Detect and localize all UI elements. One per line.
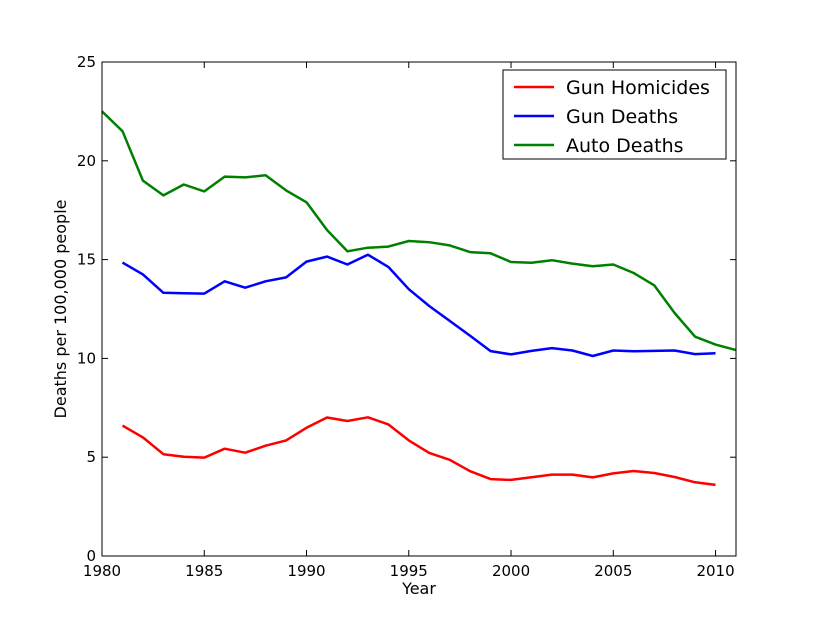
- x-tick-label: 2010: [696, 562, 734, 580]
- y-tick-label: 20: [77, 152, 96, 170]
- y-tick-label: 0: [86, 547, 96, 565]
- legend-label-gun-homicides: Gun Homicides: [566, 77, 710, 99]
- y-axis-label: Deaths per 100,000 people: [51, 200, 70, 419]
- x-tick-label: 1995: [390, 562, 428, 580]
- x-tick-label: 1990: [287, 562, 325, 580]
- x-tick-label: 1980: [83, 562, 121, 580]
- y-tick-label: 15: [77, 251, 96, 269]
- y-tick-label: 5: [86, 448, 96, 466]
- x-axis-label: Year: [401, 579, 436, 598]
- tick-layer: 1980 1985 1990 1995 2000 2005 2010 0 5 10 15 20 25: [77, 53, 736, 580]
- legend-items: Gun Homicides Gun Deaths Auto Deaths: [514, 77, 710, 157]
- series-line-auto-deaths: [101, 110, 737, 352]
- legend-label-gun-deaths: Gun Deaths: [566, 106, 678, 128]
- series-line-gun-deaths: [121, 253, 716, 358]
- series-line-gun-homicides: [121, 416, 716, 487]
- legend: Gun Homicides Gun Deaths Auto Deaths: [502, 69, 727, 160]
- legend-label-auto-deaths: Auto Deaths: [566, 135, 684, 157]
- plot-frame: [101, 61, 737, 557]
- x-tick-label: 1985: [185, 562, 223, 580]
- x-tick-label: 2005: [594, 562, 632, 580]
- y-tick-label: 10: [77, 349, 96, 367]
- series-layer: [101, 110, 737, 487]
- y-tick-label: 25: [77, 53, 96, 71]
- x-tick-label: 2000: [492, 562, 530, 580]
